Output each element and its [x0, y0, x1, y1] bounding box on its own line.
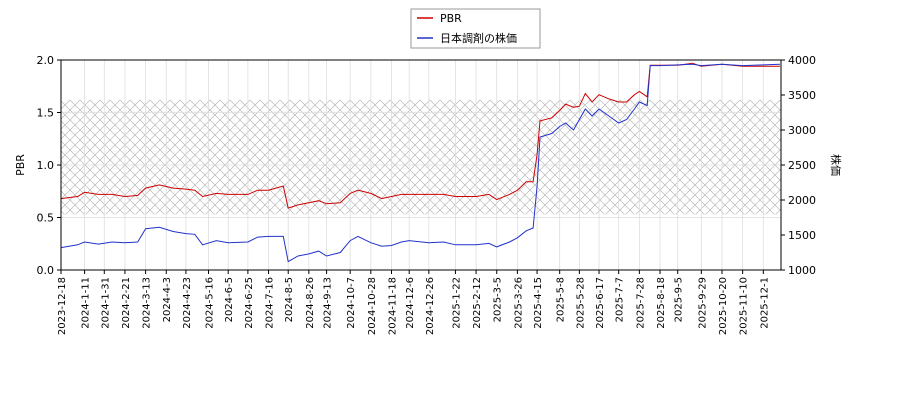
x-tick-label: 2024-2-21	[121, 277, 132, 329]
plot-frame	[60, 59, 782, 271]
x-tick-label: 2024-6-5	[224, 277, 235, 322]
x-tick-label: 2025-7-7	[615, 277, 626, 322]
x-tick-label: 2024-1-31	[100, 277, 111, 329]
x-tick-label: 2024-7-16	[265, 277, 276, 329]
y-tick-label: 0.0	[37, 264, 55, 277]
legend-box	[410, 8, 541, 49]
y2-tick-label: 2000	[788, 194, 816, 207]
y2-axis-label: 株価	[829, 154, 843, 176]
x-tick-label: 2025-6-17	[595, 277, 606, 329]
y2-tick-label: 3500	[788, 89, 816, 102]
y2-tick-label: 1500	[788, 229, 816, 242]
x-tick-label: 2025-12-1	[759, 277, 770, 329]
legend-label: PBR	[440, 12, 462, 25]
series-line	[60, 63, 781, 263]
y2-tick-label: 1000	[788, 264, 816, 277]
legend-label: 日本調剤の株価	[440, 31, 517, 45]
x-tick-label: 2024-4-3	[162, 277, 173, 322]
x-tick-label: 2025-2-12	[472, 277, 483, 329]
y2-tick-label: 2500	[788, 159, 816, 172]
x-tick-label: 2024-10-28	[367, 277, 378, 335]
y-tick-label: 0.5	[37, 212, 55, 225]
x-tick-label: 2024-12-6	[405, 277, 416, 329]
x-tick-label: 2025-10-20	[718, 277, 729, 335]
x-tick-label: 2024-3-13	[142, 277, 153, 329]
x-tick-label: 2025-5-8	[556, 277, 567, 322]
y-tick-label: 1.0	[37, 159, 55, 172]
series-line	[60, 62, 780, 209]
x-tick-label: 2025-4-15	[533, 277, 544, 329]
x-tick-label: 2024-11-18	[387, 277, 398, 335]
x-tick-label: 2025-9-5	[674, 277, 685, 322]
x-tick-label: 2025-9-29	[697, 277, 708, 329]
x-tick-label: 2025-11-10	[739, 277, 750, 335]
x-tick-label: 2024-1-11	[81, 277, 92, 329]
x-tick-label: 2024-10-7	[346, 277, 357, 329]
y-tick-label: 2.0	[37, 54, 55, 67]
legend: PBR 日本調剤の株価	[410, 8, 541, 49]
y-tick-label: 1.5	[37, 107, 55, 120]
y-axis-label: PBR	[14, 154, 27, 176]
x-tick-label: 2023-12-18	[57, 277, 68, 335]
x-tick-label: 2024-8-26	[305, 277, 316, 329]
x-tick-label: 2024-6-25	[244, 277, 255, 329]
x-tick-label: 2024-9-13	[323, 277, 334, 329]
shaded-band	[61, 99, 781, 215]
x-tick-label: 2024-5-16	[205, 277, 216, 329]
y2-tick-label: 4000	[788, 54, 816, 67]
x-tick-label: 2024-8-5	[284, 277, 295, 322]
x-tick-label: 2025-1-22	[451, 277, 462, 329]
x-tick-label: 2025-7-28	[635, 277, 646, 329]
x-tick-label: 2025-3-5	[493, 277, 504, 322]
x-tick-label: 2024-12-26	[425, 277, 436, 335]
x-tick-label: 2025-3-26	[513, 277, 524, 329]
x-tick-label: 2025-5-28	[575, 277, 586, 329]
x-tick-label: 2024-4-23	[182, 277, 193, 329]
y2-tick-label: 3000	[788, 124, 816, 137]
x-tick-label: 2025-8-18	[656, 277, 667, 329]
